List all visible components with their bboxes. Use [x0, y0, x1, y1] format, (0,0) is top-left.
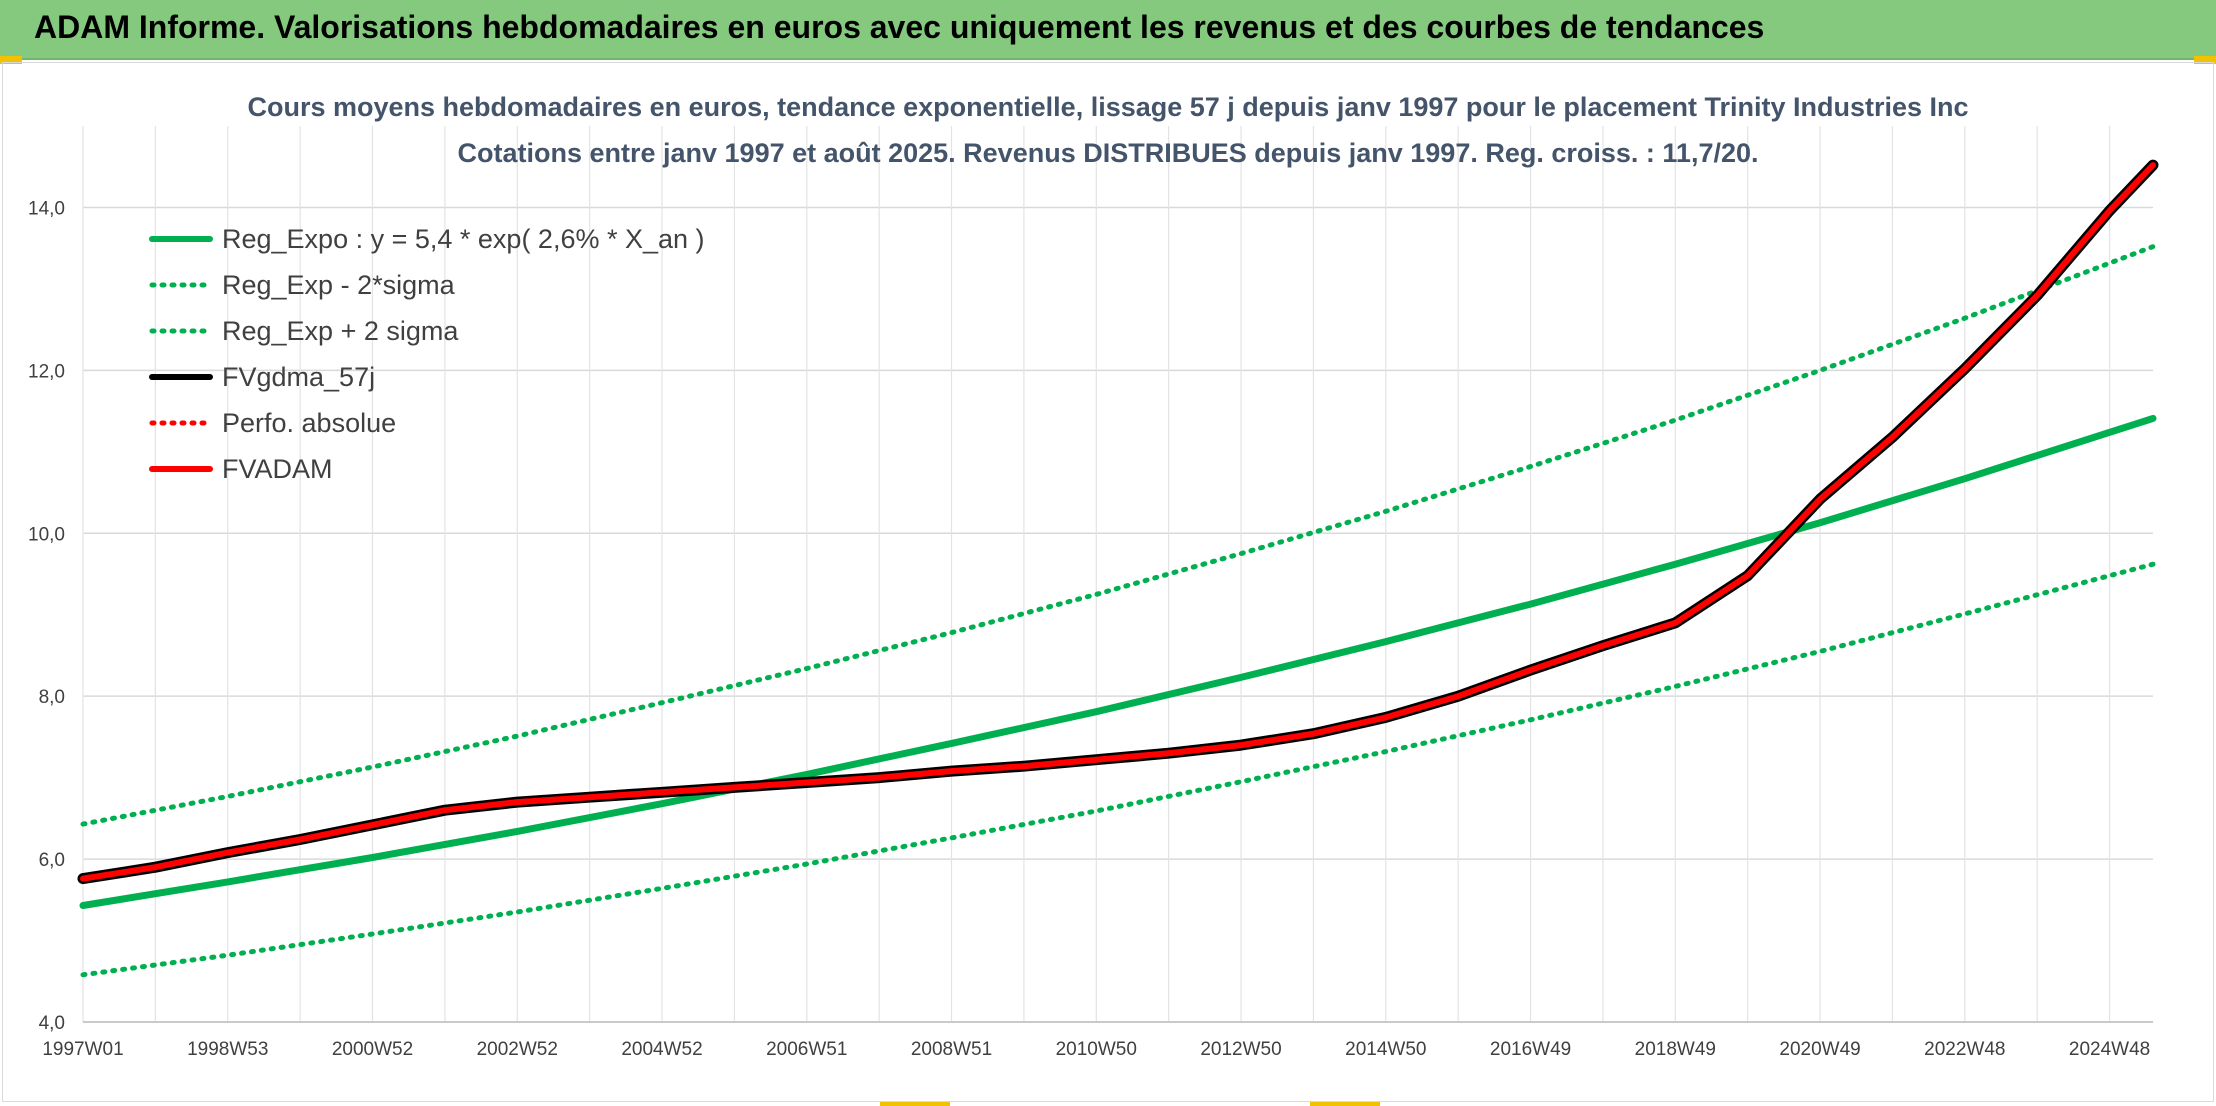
axis-layer: 4,0 6,0 8,0 10,0 12,0 14,0 1997W01 1998W53 2000W…: [28, 198, 2153, 1060]
legend-label: Reg_Expo : y = 5,4 * exp( 2,6% * X_an ): [222, 223, 705, 254]
bottom-accent: [880, 1102, 950, 1106]
legend-swatch: [149, 420, 213, 426]
x-tick-label: 1998W53: [187, 1039, 268, 1060]
y-tick-label: 10,0: [28, 524, 65, 545]
x-tick-label: 2018W49: [1635, 1039, 1716, 1060]
corner-accent-left: [0, 56, 22, 64]
series-line-5: [80, 162, 2156, 882]
chart-title: Cours moyens hebdomadaires en euros, ten…: [247, 92, 1969, 122]
legend-label: Reg_Exp - 2*sigma: [222, 269, 455, 300]
x-tick-label: 2020W49: [1779, 1039, 1860, 1060]
corner-accent-right: [2194, 56, 2216, 64]
legend-label: FVADAM: [222, 453, 333, 484]
x-tick-label: 2004W52: [621, 1039, 702, 1060]
y-tick-label: 8,0: [39, 687, 65, 708]
legend-swatch: [149, 466, 213, 472]
x-tick-label: 2014W50: [1345, 1039, 1426, 1060]
legend-swatch: [149, 282, 213, 288]
y-tick-label: 14,0: [28, 198, 65, 219]
series-line-0: [79, 414, 2157, 909]
x-tick-label: 2012W50: [1200, 1039, 1281, 1060]
x-tick-label: 2008W51: [911, 1039, 992, 1060]
legend-item: FVADAM: [148, 446, 705, 492]
legend-swatch: [149, 374, 213, 380]
report-banner: ADAM Informe. Valorisations hebdomadaire…: [0, 0, 2216, 60]
x-tick-label: 2016W49: [1490, 1039, 1571, 1060]
legend-item: Reg_Exp + 2 sigma: [148, 308, 705, 354]
y-tick-label: 12,0: [28, 361, 65, 382]
y-tick-label: 4,0: [39, 1013, 65, 1034]
bottom-accent: [1310, 1102, 1380, 1106]
legend-label: Reg_Exp + 2 sigma: [222, 315, 459, 346]
legend-label: FVgdma_57j: [222, 361, 376, 392]
legend-item: FVgdma_57j: [148, 354, 705, 400]
x-tick-label: 2002W52: [477, 1039, 558, 1060]
series-line-1: [80, 561, 2156, 978]
legend-swatch: [149, 328, 213, 334]
x-tick-label: 2000W52: [332, 1039, 413, 1060]
y-tick-label: 6,0: [39, 850, 65, 871]
chart-legend: Reg_Expo : y = 5,4 * exp( 2,6% * X_an ) R…: [148, 216, 705, 492]
chart-panel: [2, 62, 2214, 1102]
chart-subtitle: Cotations entre janv 1997 et août 2025. …: [457, 138, 1759, 168]
x-tick-label: 2006W51: [766, 1039, 847, 1060]
x-tick-label: 2022W48: [1924, 1039, 2005, 1060]
series-layer: [77, 159, 2159, 978]
report-title: ADAM Informe. Valorisations hebdomadaire…: [34, 9, 1765, 45]
x-tick-label: 2010W50: [1056, 1039, 1137, 1060]
x-tick-label: 1997W01: [42, 1039, 123, 1060]
legend-label: Perfo. absolue: [222, 407, 397, 438]
legend-item: Reg_Exp - 2*sigma: [148, 262, 705, 308]
legend-item: Perfo. absolue: [148, 400, 705, 446]
series-line-2: [80, 244, 2156, 827]
x-tick-label: 2024W48: [2069, 1039, 2150, 1060]
legend-swatch: [149, 236, 213, 242]
legend-item: Reg_Expo : y = 5,4 * exp( 2,6% * X_an ): [148, 216, 705, 262]
